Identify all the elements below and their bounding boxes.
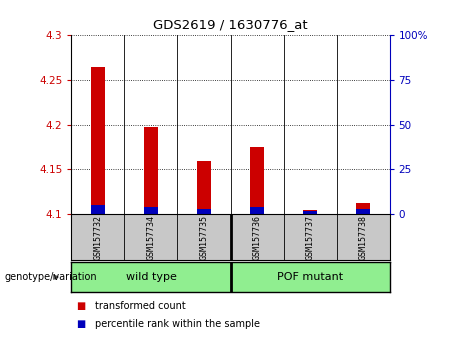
Bar [197, 209, 211, 214]
Text: wild type: wild type [125, 272, 177, 282]
Bar [197, 160, 211, 214]
Text: GSM157734: GSM157734 [147, 215, 155, 260]
Text: GSM157736: GSM157736 [253, 215, 261, 260]
Bar [303, 211, 317, 214]
Bar [303, 210, 317, 214]
Text: POF mutant: POF mutant [277, 272, 343, 282]
Text: ■: ■ [76, 301, 85, 311]
Title: GDS2619 / 1630776_at: GDS2619 / 1630776_at [153, 18, 308, 32]
Text: percentile rank within the sample: percentile rank within the sample [95, 319, 260, 329]
Text: genotype/variation: genotype/variation [5, 272, 97, 282]
Bar [91, 67, 105, 214]
Text: ■: ■ [76, 319, 85, 329]
Text: GSM157735: GSM157735 [200, 215, 208, 260]
Text: GSM157738: GSM157738 [359, 215, 367, 260]
Bar [144, 127, 158, 214]
Bar [356, 209, 370, 214]
Bar [250, 147, 264, 214]
Bar [356, 202, 370, 214]
Bar [250, 207, 264, 214]
Text: GSM157737: GSM157737 [306, 215, 314, 260]
Text: transformed count: transformed count [95, 301, 185, 311]
Text: GSM157732: GSM157732 [94, 215, 102, 260]
Bar [144, 207, 158, 214]
Bar [91, 205, 105, 214]
